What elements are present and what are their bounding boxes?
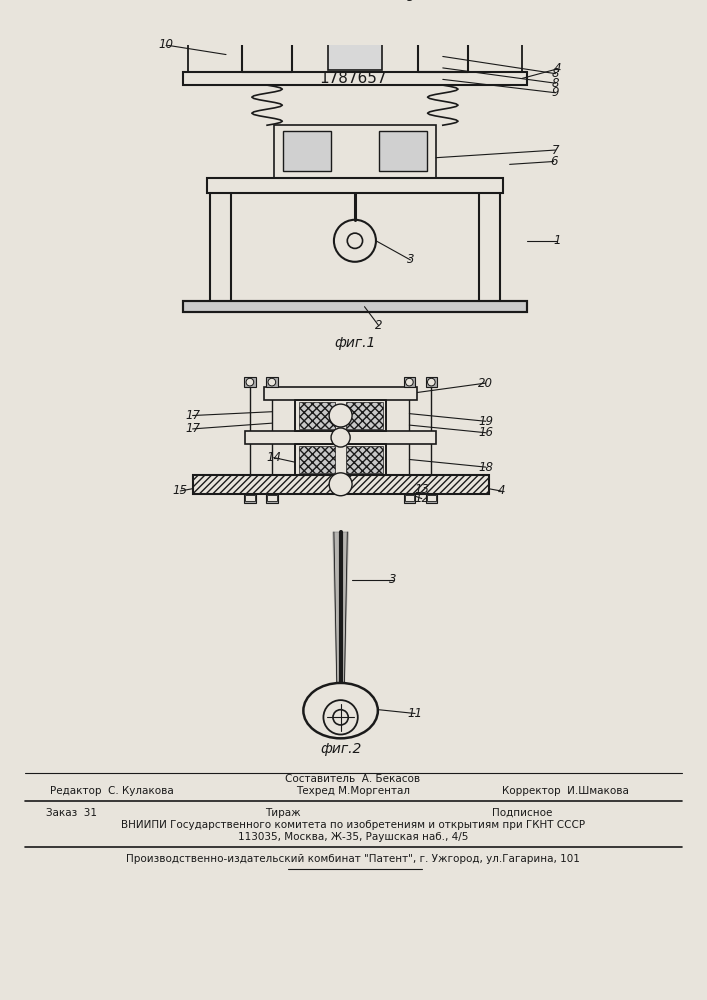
Text: 19: 19: [478, 415, 493, 428]
Bar: [404, 377, 415, 387]
Bar: [264, 387, 417, 400]
Bar: [244, 494, 256, 503]
Bar: [183, 301, 527, 312]
Bar: [426, 377, 437, 387]
Bar: [404, 494, 415, 503]
Bar: [244, 377, 256, 387]
Text: 20: 20: [478, 377, 493, 390]
Text: 16: 16: [478, 426, 493, 439]
Bar: [295, 400, 387, 431]
Text: 18: 18: [478, 461, 493, 474]
Text: 11: 11: [408, 707, 423, 720]
Text: 8: 8: [551, 67, 559, 80]
Bar: [183, 301, 527, 312]
Circle shape: [428, 378, 435, 386]
Text: Составитель  А. Бекасов: Составитель А. Бекасов: [286, 774, 421, 784]
Ellipse shape: [303, 683, 378, 738]
Bar: [328, 43, 382, 70]
Circle shape: [323, 700, 358, 735]
Text: фиг.1: фиг.1: [334, 336, 375, 350]
Bar: [267, 495, 276, 501]
Text: 4: 4: [554, 62, 561, 75]
Text: Производственно-издательский комбинат "Патент", г. Ужгород, ул.Гагарина, 101: Производственно-издательский комбинат "П…: [126, 854, 580, 864]
Bar: [298, 402, 335, 429]
Circle shape: [329, 404, 352, 427]
Circle shape: [329, 473, 352, 496]
Text: 7: 7: [551, 144, 559, 157]
Bar: [295, 444, 387, 475]
Text: Техред М.Моргентал: Техред М.Моргентал: [296, 786, 410, 796]
Bar: [426, 495, 436, 501]
Text: 14: 14: [267, 451, 281, 464]
Circle shape: [334, 220, 376, 262]
Bar: [404, 495, 414, 501]
Text: 15: 15: [173, 484, 187, 497]
Circle shape: [331, 428, 350, 447]
Polygon shape: [333, 532, 349, 685]
Bar: [346, 446, 382, 473]
Text: 9: 9: [551, 86, 559, 99]
Text: Редактор  С. Кулакова: Редактор С. Кулакова: [49, 786, 173, 796]
Bar: [266, 377, 278, 387]
Circle shape: [268, 378, 276, 386]
Text: 3: 3: [407, 253, 414, 266]
Bar: [295, 444, 387, 475]
Bar: [346, 402, 382, 429]
Text: 13: 13: [414, 483, 429, 496]
Bar: [284, 131, 331, 171]
Text: 17: 17: [185, 409, 200, 422]
Circle shape: [347, 233, 363, 248]
Text: 1787657: 1787657: [320, 71, 387, 86]
Bar: [192, 475, 489, 494]
Bar: [183, 72, 527, 85]
Text: 17: 17: [185, 422, 200, 435]
Text: ВНИИПИ Государственного комитета по изобретениям и открытиям при ГКНТ СССР: ВНИИПИ Государственного комитета по изоб…: [121, 820, 585, 830]
Circle shape: [333, 710, 349, 725]
Circle shape: [406, 378, 413, 386]
Text: фиг.2: фиг.2: [320, 742, 361, 756]
Bar: [412, 30, 474, 39]
Text: 3: 3: [390, 573, 397, 586]
Text: 4: 4: [497, 484, 505, 497]
Text: Тираж: Тираж: [266, 808, 301, 818]
Bar: [295, 400, 387, 431]
Text: 5: 5: [407, 0, 414, 4]
Bar: [266, 494, 278, 503]
Bar: [245, 495, 255, 501]
Text: 10: 10: [158, 38, 173, 51]
Bar: [426, 494, 437, 503]
Circle shape: [246, 378, 254, 386]
Text: 8: 8: [551, 77, 559, 90]
Text: Подписное: Подписное: [492, 808, 552, 818]
Bar: [274, 125, 436, 178]
Bar: [192, 475, 489, 494]
Text: 12: 12: [414, 492, 429, 505]
Bar: [379, 131, 426, 171]
Text: 113035, Москва, Ж-35, Раушская наб., 4/5: 113035, Москва, Ж-35, Раушская наб., 4/5: [238, 832, 468, 842]
Text: 1: 1: [554, 234, 561, 247]
Text: 2: 2: [375, 319, 382, 332]
Bar: [245, 431, 436, 444]
Text: 6: 6: [550, 155, 557, 168]
Bar: [237, 30, 298, 39]
Bar: [188, 10, 522, 72]
Bar: [298, 446, 335, 473]
Bar: [207, 178, 503, 193]
Text: Заказ  31: Заказ 31: [46, 808, 97, 818]
Text: Корректор  И.Шмакова: Корректор И.Шмакова: [501, 786, 629, 796]
